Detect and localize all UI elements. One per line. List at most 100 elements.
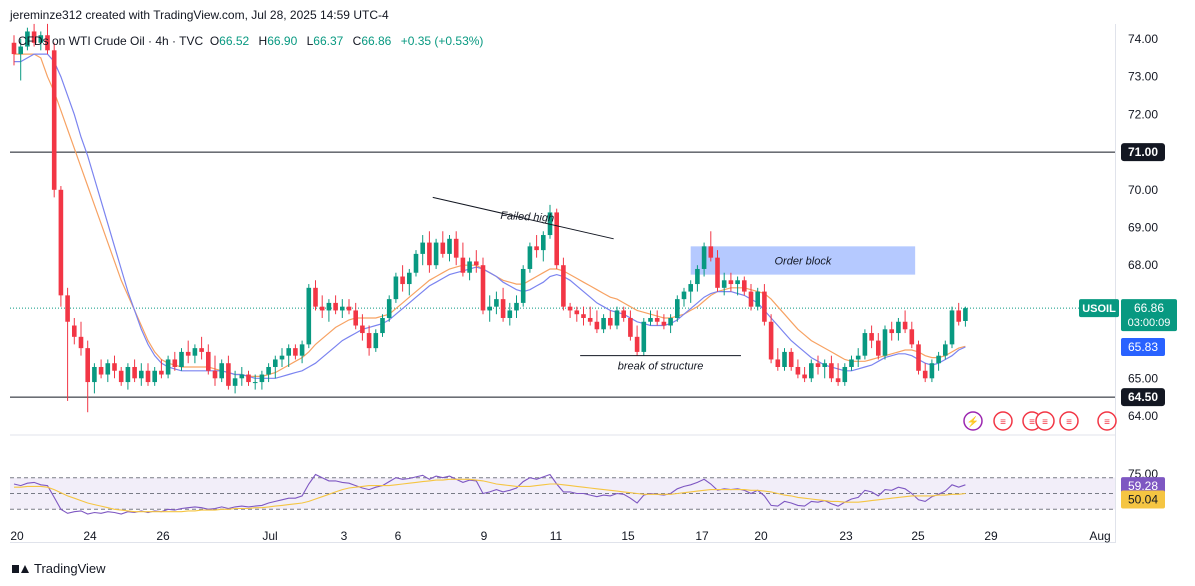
candle-body bbox=[433, 242, 439, 266]
candle-body bbox=[762, 291, 767, 322]
candle-body bbox=[487, 306, 492, 311]
candle-body bbox=[206, 351, 211, 371]
candle-body bbox=[574, 310, 580, 315]
tradingview-footer[interactable]: TradingView bbox=[12, 561, 106, 576]
candle-body bbox=[614, 310, 620, 326]
legend-close-label: C bbox=[352, 34, 362, 48]
candle-body bbox=[306, 287, 312, 345]
candle-body bbox=[675, 299, 680, 318]
symbol-tag: USOIL bbox=[1082, 303, 1116, 315]
level-label-box bbox=[1121, 388, 1165, 407]
candle-body bbox=[708, 246, 714, 258]
legend-open-value: 66.52 bbox=[219, 34, 250, 48]
candle-body bbox=[118, 370, 124, 383]
candle-body bbox=[366, 333, 372, 349]
candle-body bbox=[319, 306, 325, 311]
rsi-ma-value-box bbox=[1121, 490, 1165, 509]
candle-body bbox=[333, 302, 338, 311]
candle-body bbox=[139, 370, 144, 379]
flag-event-icon bbox=[993, 411, 1013, 431]
candle-body bbox=[788, 351, 794, 367]
flag-icon: ≡ bbox=[1042, 417, 1048, 428]
candle-body bbox=[849, 359, 854, 367]
candle-body bbox=[842, 366, 848, 383]
candle-body bbox=[420, 242, 425, 254]
candle-body bbox=[413, 253, 419, 273]
flag-event-icon bbox=[1097, 411, 1117, 431]
candle-body bbox=[809, 363, 814, 379]
candle-body bbox=[916, 344, 921, 371]
candle-body bbox=[889, 329, 894, 334]
candle-body bbox=[447, 238, 452, 254]
order-block-label: Order block bbox=[774, 255, 831, 267]
legend-open-label: O bbox=[209, 34, 220, 48]
candle-body bbox=[601, 317, 606, 330]
chart-area[interactable] bbox=[10, 24, 1116, 543]
candle-body bbox=[815, 363, 821, 367]
candle-body bbox=[453, 238, 459, 258]
candle-body bbox=[92, 366, 97, 383]
candle-body bbox=[125, 366, 131, 383]
rsi-value-label: 59.28 bbox=[1128, 479, 1158, 493]
price-tick-label: 73.00 bbox=[1128, 70, 1158, 84]
candle-body bbox=[494, 299, 499, 307]
candle-body bbox=[782, 351, 787, 367]
candle-body bbox=[641, 321, 647, 352]
candle-body bbox=[735, 280, 740, 285]
candle-body bbox=[185, 351, 191, 356]
candle-body bbox=[748, 291, 754, 307]
lightning-event-icon bbox=[963, 411, 983, 431]
candle-body bbox=[85, 348, 90, 383]
candle-body bbox=[514, 302, 519, 311]
candle-body bbox=[474, 261, 479, 266]
candle-body bbox=[608, 317, 613, 326]
candle-body bbox=[98, 366, 104, 375]
candle-body bbox=[500, 299, 506, 318]
candle-body bbox=[688, 284, 693, 292]
candle-body bbox=[829, 363, 834, 379]
ma-price-box bbox=[1121, 338, 1165, 357]
candle-body bbox=[467, 261, 472, 273]
flag-icon: ≡ bbox=[1029, 417, 1035, 428]
current-price-box bbox=[1121, 299, 1177, 332]
candle-body bbox=[554, 212, 559, 266]
candle-body bbox=[634, 336, 640, 352]
attribution-header: jereminze312 created with TradingView.co… bbox=[10, 8, 389, 22]
candle-body bbox=[929, 363, 935, 379]
time-tick-label: 9 bbox=[481, 529, 488, 543]
flag-icon: ≡ bbox=[1104, 417, 1110, 428]
level-label-box bbox=[1121, 143, 1165, 162]
candle-body bbox=[742, 280, 747, 292]
candle-body bbox=[232, 378, 238, 386]
candle-body bbox=[400, 276, 405, 285]
candle-body bbox=[909, 329, 915, 345]
candle-body bbox=[226, 363, 231, 386]
candle-body bbox=[112, 363, 117, 371]
candle-body bbox=[721, 280, 727, 288]
candle-body bbox=[25, 31, 30, 47]
candle-body bbox=[279, 355, 285, 360]
candle-body bbox=[668, 317, 673, 326]
candle-body bbox=[943, 344, 948, 356]
candle-body bbox=[31, 31, 37, 43]
tradingview-logo-icon bbox=[12, 563, 29, 575]
legend-symbol[interactable]: CFDs on WTI Crude Oil · 4h · TVC bbox=[18, 34, 204, 48]
break-of-structure-label: break of structure bbox=[618, 361, 704, 373]
time-tick-label: 6 bbox=[395, 529, 402, 543]
candle-body bbox=[654, 317, 660, 322]
price-tick-label: 70.00 bbox=[1128, 183, 1158, 197]
sma-line bbox=[14, 53, 966, 379]
candle-body bbox=[266, 366, 271, 375]
candle-body bbox=[648, 317, 653, 322]
price-tick-label: 65.00 bbox=[1128, 371, 1158, 385]
time-tick-label: 23 bbox=[839, 529, 853, 543]
ema-line bbox=[14, 53, 966, 377]
candle-body bbox=[835, 378, 841, 383]
candle-body bbox=[876, 340, 881, 356]
flag-event-icon bbox=[1059, 411, 1079, 431]
candle-body bbox=[159, 370, 164, 375]
candle-body bbox=[65, 295, 70, 322]
current-price-label: 66.86 bbox=[1134, 301, 1164, 315]
rsi-line bbox=[13, 473, 966, 515]
